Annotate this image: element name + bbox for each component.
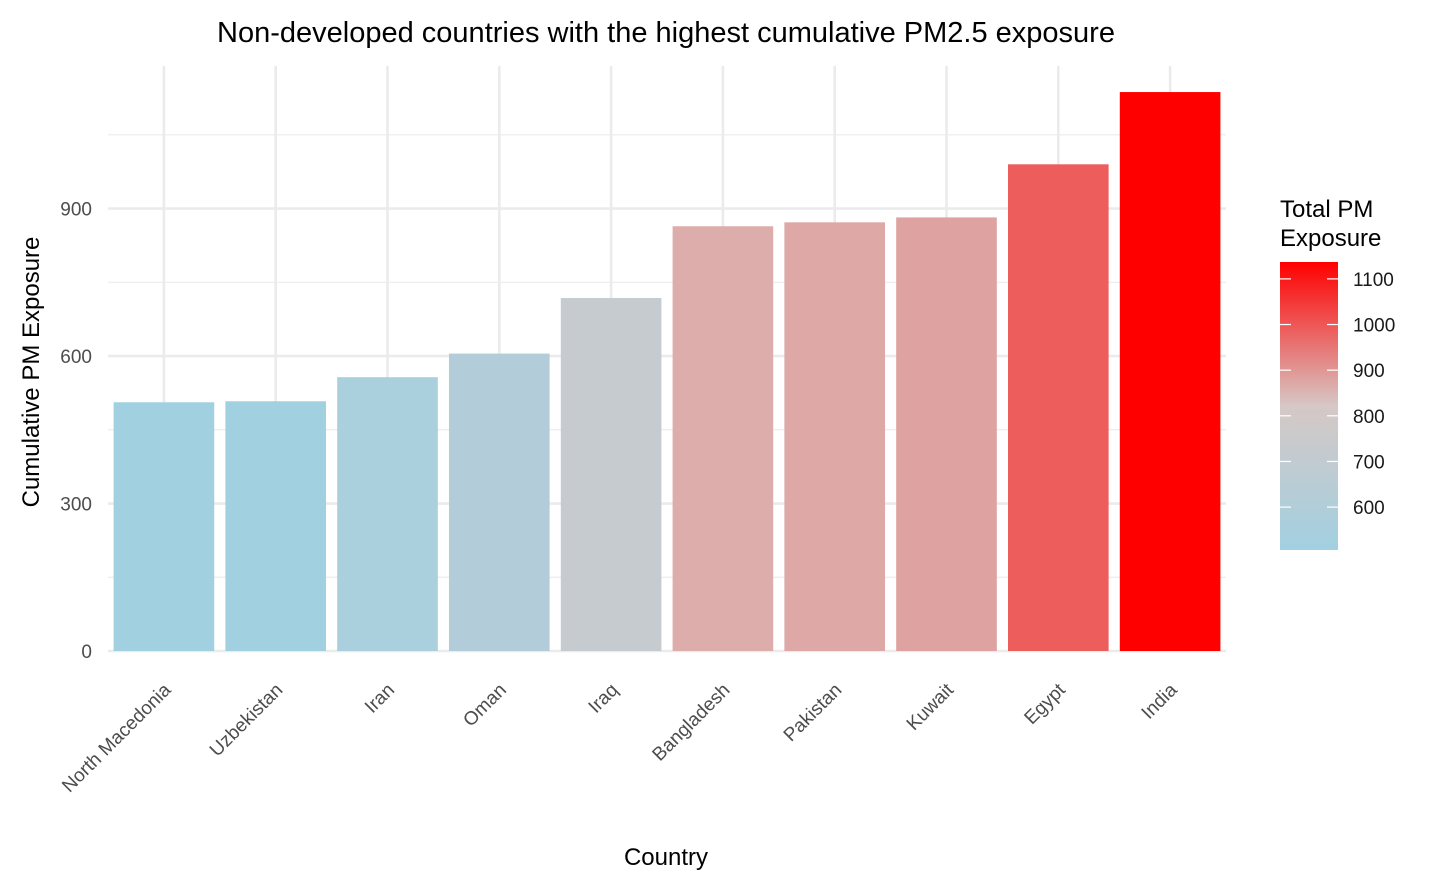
- x-tick-label: Uzbekistan: [206, 680, 287, 761]
- y-axis-ticks: 0 300 600 900: [60, 200, 92, 663]
- legend-tick-label: 900: [1353, 361, 1385, 382]
- bar-iraq: [560, 298, 662, 651]
- x-tick-label: Egypt: [1021, 679, 1071, 729]
- bar-iran: [337, 377, 438, 651]
- legend-ticks: 600 700 800 900 1000 1100: [1280, 270, 1395, 519]
- legend-tick-label: 1100: [1353, 270, 1394, 291]
- x-tick-label: North Macedonia: [58, 679, 175, 796]
- legend: Total PM Exposure 600 700 800 900 1000 1100: [1280, 196, 1395, 550]
- bar-egypt: [1007, 164, 1109, 651]
- bar-india: [1119, 92, 1221, 651]
- y-tick-label: 300: [60, 495, 92, 516]
- x-axis-ticks: North Macedonia Uzbekistan Iran Oman Iraq Ban…: [58, 679, 1182, 797]
- bar-kuwait: [896, 217, 997, 652]
- x-tick-label: Pakistan: [780, 680, 846, 746]
- x-tick-label: Bangladesh: [649, 680, 735, 766]
- bar-oman: [448, 353, 550, 651]
- x-tick-label: Kuwait: [903, 679, 959, 735]
- legend-colorbar: [1280, 262, 1338, 550]
- bar-north-macedonia: [113, 402, 215, 651]
- x-tick-label: India: [1138, 679, 1182, 723]
- legend-title-line-2: Exposure: [1280, 225, 1381, 252]
- chart-title: Non-developed countries with the highest…: [217, 17, 1115, 49]
- legend-tick-label: 700: [1353, 452, 1385, 473]
- x-tick-label: Iraq: [585, 680, 623, 718]
- y-tick-label: 900: [60, 200, 92, 221]
- legend-tick-label: 1000: [1353, 316, 1395, 337]
- legend-tick-label: 600: [1353, 498, 1385, 519]
- x-axis-title: Country: [624, 844, 708, 871]
- bars: [113, 92, 1221, 652]
- legend-tick-label: 800: [1353, 407, 1385, 428]
- y-tick-label: 600: [60, 347, 92, 368]
- y-tick-label: 0: [81, 642, 92, 663]
- x-tick-label: Oman: [459, 680, 510, 731]
- bar-bangladesh: [672, 226, 774, 651]
- legend-title-line-1: Total PM: [1280, 196, 1373, 223]
- bar-pakistan: [784, 222, 886, 651]
- x-tick-label: Iran: [361, 680, 399, 718]
- y-axis-title: Cumulative PM Exposure: [18, 237, 45, 508]
- bar-uzbekistan: [225, 401, 327, 651]
